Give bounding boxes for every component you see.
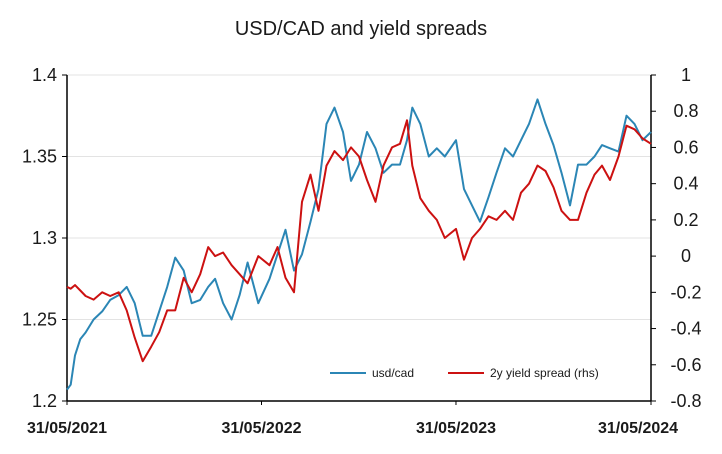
right-tick-label: -0.2 [670,282,701,302]
right-tick-label: 0.4 [673,174,698,194]
left-tick-label: 1.4 [32,65,57,85]
right-tick-label: 0.2 [673,210,698,230]
x-tick-label: 31/05/2022 [221,420,301,437]
right-tick-label: -0.4 [670,319,701,339]
chart-title: USD/CAD and yield spreads [234,18,488,40]
x-tick-label: 31/05/2021 [27,420,107,437]
right-tick-label: 0.6 [673,137,698,157]
left-tick-label: 1.25 [22,310,57,330]
right-tick-label: 1 [681,65,691,85]
series-lines [66,98,652,391]
left-tick-label: 1.35 [22,147,57,167]
left-tick-label: 1.2 [32,391,57,411]
right-tick-label: 0 [681,246,691,266]
legend-label: 2y yield spread (rhs) [490,366,599,380]
x-tick-label: 31/05/2024 [598,420,678,437]
right-tick-label: 0.8 [673,101,698,121]
right-tick-label: -0.6 [670,355,701,375]
axes: 1.2 1.25 1.3 1.35 1.4 -0.8 -0.6 -0.4 -0.2 0 0.2 0.4… [22,65,702,437]
legend: usd/cad 2y yield spread (rhs) [330,366,599,380]
gridlines [67,74,651,320]
series-line-yield-spread [66,119,652,363]
series-line-usd-cad [66,98,652,391]
right-tick-label: -0.8 [670,391,701,411]
legend-label: usd/cad [372,366,414,380]
x-tick-label: 31/05/2023 [416,420,496,437]
left-tick-label: 1.3 [32,228,57,248]
